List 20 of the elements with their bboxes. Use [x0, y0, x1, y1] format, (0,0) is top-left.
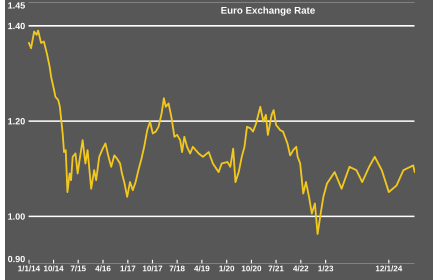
x-tick-label: 7/18: [170, 265, 185, 272]
x-tick-label: 1/20: [219, 265, 234, 272]
x-tick-label: 1/17: [120, 265, 136, 272]
x-tick-label: 10/17: [142, 265, 162, 272]
y-tick-label: 1.00: [8, 213, 25, 220]
y-tick-label: 1.20: [8, 118, 25, 124]
chart-title: Euro Exchange Rate: [221, 6, 315, 16]
x-tick-label: 4/16: [95, 265, 111, 272]
x-tick-label: 4/19: [194, 265, 210, 272]
x-tick-label: 4/22: [293, 265, 308, 272]
x-tick-label: 1/23: [318, 265, 334, 272]
x-tick-label: 7/21: [268, 265, 284, 272]
x-tick-label: 1/1/14: [18, 265, 40, 272]
x-tick-label: 10/14: [44, 265, 64, 272]
x-tick-label: 10/20: [242, 265, 262, 272]
y-tick-label: 1.45: [8, 2, 25, 9]
y-tick-label: 1.40: [8, 22, 25, 30]
y-tick-label: 0.90: [8, 256, 25, 262]
x-tick-label: 7/15: [70, 265, 86, 272]
x-tick-label: 12/1/24: [376, 265, 402, 272]
